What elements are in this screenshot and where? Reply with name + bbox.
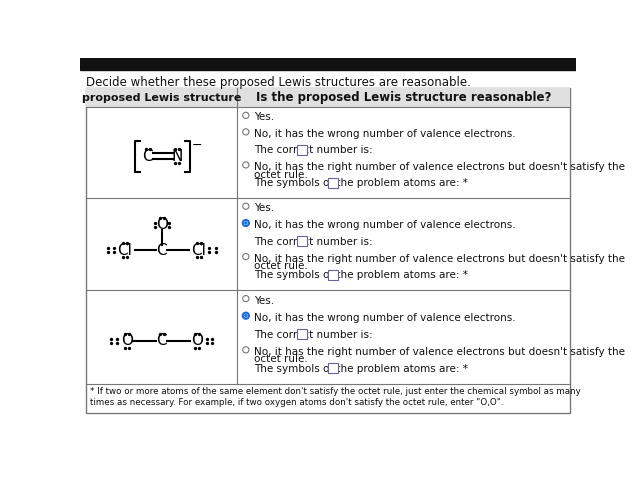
Text: The symbols of the problem atoms are: *: The symbols of the problem atoms are: * <box>254 270 478 280</box>
Text: Yes.: Yes. <box>254 296 275 306</box>
Bar <box>80 58 576 70</box>
Circle shape <box>243 162 249 168</box>
Text: O: O <box>191 334 203 348</box>
Text: No, it has the right number of valence electrons but doesn't satisfy the: No, it has the right number of valence e… <box>254 347 625 357</box>
Text: octet rule.: octet rule. <box>254 169 308 180</box>
Text: octet rule.: octet rule. <box>254 261 308 271</box>
Text: −: − <box>192 139 202 152</box>
Text: No, it has the wrong number of valence electrons.: No, it has the wrong number of valence e… <box>254 312 516 323</box>
Circle shape <box>243 312 249 319</box>
Circle shape <box>244 221 248 225</box>
Circle shape <box>243 296 249 302</box>
Text: Yes.: Yes. <box>254 203 275 213</box>
Bar <box>297 236 307 246</box>
Circle shape <box>243 220 249 226</box>
Text: Cl: Cl <box>191 242 206 258</box>
Text: proposed Lewis structure: proposed Lewis structure <box>82 93 241 103</box>
Bar <box>297 329 307 339</box>
Bar <box>86 88 570 413</box>
Text: Is the proposed Lewis structure reasonable?: Is the proposed Lewis structure reasonab… <box>256 91 551 104</box>
Text: The correct number is:: The correct number is: <box>254 145 380 156</box>
Text: O: O <box>156 217 168 232</box>
Text: C: C <box>156 334 167 348</box>
Text: Cl: Cl <box>117 242 132 258</box>
Bar <box>328 363 339 373</box>
Text: The correct number is:: The correct number is: <box>254 237 380 247</box>
Circle shape <box>244 314 248 317</box>
Bar <box>328 270 339 280</box>
Text: No, it has the wrong number of valence electrons.: No, it has the wrong number of valence e… <box>254 129 516 139</box>
Text: The correct number is:: The correct number is: <box>254 330 380 340</box>
Text: C: C <box>143 149 153 164</box>
Circle shape <box>243 253 249 260</box>
Text: O: O <box>121 334 133 348</box>
Bar <box>86 88 570 107</box>
Circle shape <box>243 203 249 209</box>
Circle shape <box>243 347 249 353</box>
Text: The symbols of the problem atoms are: *: The symbols of the problem atoms are: * <box>254 364 478 374</box>
Circle shape <box>243 129 249 135</box>
Text: The symbols of the problem atoms are: *: The symbols of the problem atoms are: * <box>254 179 478 188</box>
Text: Decide whether these proposed Lewis structures are reasonable.: Decide whether these proposed Lewis stru… <box>86 76 471 89</box>
Text: No, it has the right number of valence electrons but doesn't satisfy the: No, it has the right number of valence e… <box>254 253 625 264</box>
Text: C: C <box>156 242 167 258</box>
Text: No, it has the wrong number of valence electrons.: No, it has the wrong number of valence e… <box>254 220 516 230</box>
Text: Yes.: Yes. <box>254 112 275 122</box>
Text: octet rule.: octet rule. <box>254 354 308 364</box>
Text: No, it has the right number of valence electrons but doesn't satisfy the: No, it has the right number of valence e… <box>254 162 625 172</box>
Bar <box>297 145 307 155</box>
Circle shape <box>243 112 249 119</box>
Bar <box>328 178 339 188</box>
Text: * If two or more atoms of the same element don't satisfy the octet rule, just en: * If two or more atoms of the same eleme… <box>90 387 581 407</box>
Text: N: N <box>172 149 183 164</box>
